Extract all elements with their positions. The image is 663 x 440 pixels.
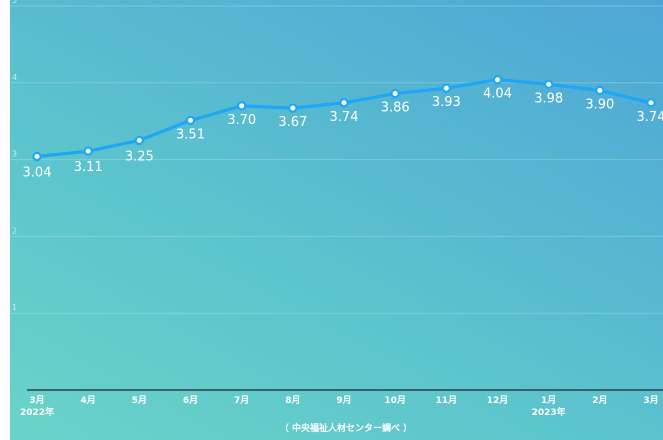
data-point [595, 85, 605, 96]
data-point [543, 79, 554, 90]
data-label: 3.11 [74, 160, 103, 175]
data-point [236, 101, 247, 111]
data-point [32, 151, 42, 162]
data-labels: 3.04 3.11 3.25 3.51 3.70 3.67 3.74 3.86 3.93 4.04… [23, 87, 663, 181]
y-tick-label: 4 [12, 73, 17, 82]
x-tick-label: 11月 [436, 395, 458, 406]
data-point [83, 146, 93, 156]
data-label: 3.74 [637, 110, 663, 125]
year-label: 2023年 [532, 406, 566, 418]
x-tick-label: 4月 [81, 395, 96, 406]
x-tick-label: 1月 [541, 395, 556, 406]
y-tick-label: 5 [12, 0, 17, 5]
x-tick-label: 12月 [487, 395, 509, 406]
gridlines [10, 5, 663, 314]
x-tick-label: 9月 [336, 395, 351, 406]
data-label: 3.25 [125, 149, 154, 164]
data-point [441, 83, 452, 93]
data-label: 3.90 [585, 97, 614, 112]
data-label: 3.04 [23, 166, 52, 181]
data-label: 3.93 [432, 95, 461, 110]
x-tick-label: 2月 [592, 395, 607, 406]
y-tick-label: 3 [12, 150, 17, 159]
x-tick-label: 3月 [29, 395, 44, 406]
x-tick-label: 7月 [234, 395, 249, 406]
x-tick-label: 6月 [183, 395, 198, 406]
data-point [185, 115, 196, 126]
data-label: 3.70 [227, 113, 256, 128]
x-tick-label: 3月 [643, 395, 658, 406]
data-label: 3.98 [534, 91, 563, 106]
data-label: 3.86 [381, 101, 410, 116]
data-point [492, 75, 503, 85]
y-axis-ticks: 1 2 3 4 5 [12, 0, 17, 312]
data-point [288, 103, 298, 113]
data-points [32, 75, 656, 162]
data-label: 3.51 [176, 127, 205, 142]
x-tick-label: 8月 [285, 395, 300, 406]
data-point [646, 98, 656, 108]
data-point [134, 135, 145, 146]
y-tick-label: 2 [12, 226, 17, 235]
source-note: （ 中央福祉人材センター調べ ） [280, 422, 412, 434]
data-label: 4.04 [483, 87, 512, 102]
year-label: 2022年 [20, 406, 54, 418]
x-tick-label: 5月 [132, 395, 147, 406]
y-tick-label: 1 [12, 303, 17, 312]
data-point [339, 98, 349, 108]
data-label: 3.67 [278, 115, 307, 130]
data-label: 3.74 [330, 110, 359, 125]
x-tick-label: 10月 [384, 395, 406, 406]
data-point [390, 88, 400, 99]
